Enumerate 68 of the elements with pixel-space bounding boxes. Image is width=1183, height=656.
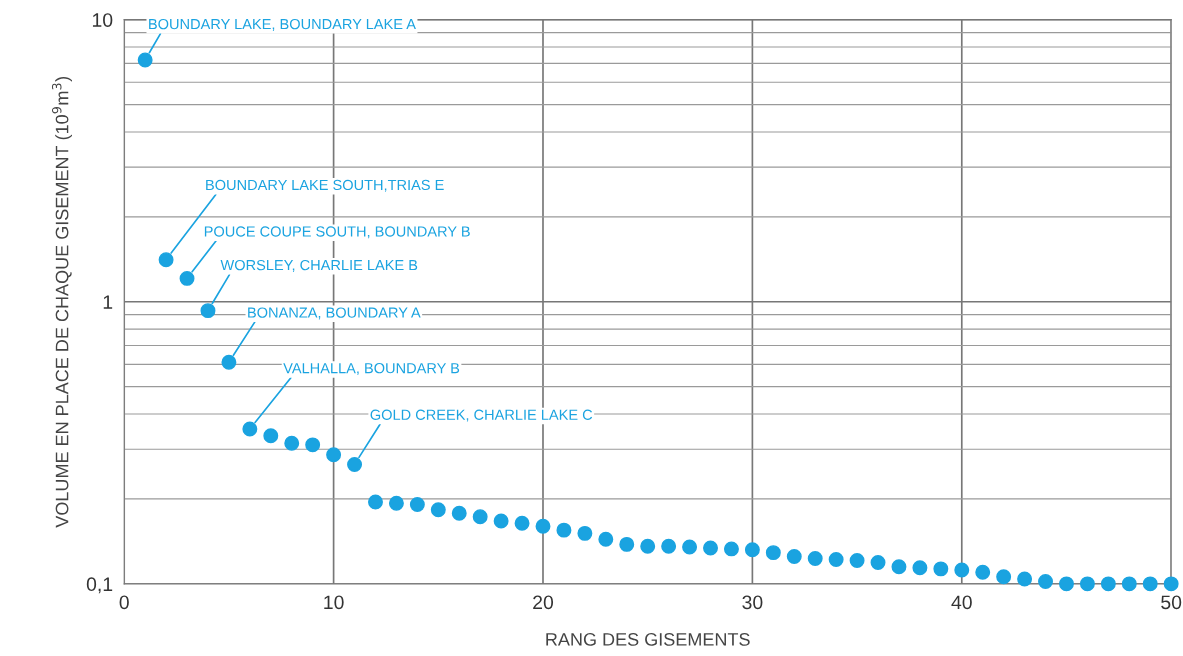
x-tick-label: 40 [951,595,972,610]
annotation: POUCE COUPE SOUTH, BOUNDARY B [204,226,470,239]
y-tick-label: 1 [103,295,113,309]
point [368,494,383,510]
point [619,536,635,552]
point [1163,576,1179,592]
y-tick-label: 0,1 [86,577,113,594]
point [221,354,237,370]
point [200,303,216,319]
point [284,435,300,451]
x-tick-label: 0 [119,595,129,610]
y-tick-label: 10 [92,13,113,27]
point [912,560,928,576]
x-tick-label: 30 [742,595,763,610]
point [1121,576,1137,592]
x-tick-label: 20 [533,595,554,610]
annotation: VALHALLA, BOUNDARY B [283,362,460,376]
point [556,522,572,538]
point [870,555,886,570]
point [158,252,174,268]
point [723,541,739,557]
x-axis-title: RANG DES GISEMENTS [546,633,750,646]
point [326,447,342,463]
point [1017,571,1033,587]
annotation: BONANZA, BOUNDARY A [248,307,421,320]
annotation: WORSLEY, CHARLIE LAKE B [220,259,418,272]
point [514,515,530,531]
point [975,564,991,580]
point [828,552,844,567]
point [996,569,1012,585]
point [347,456,363,472]
point [493,513,509,529]
point [305,437,321,453]
point [451,505,467,521]
x-tick-label: 50 [1161,595,1182,610]
point [1059,576,1074,592]
annotation: BOUNDARY LAKE, BOUNDARY LAKE A [149,18,416,31]
y-axis-title: VOLUME EN PLACE DE CHAQUE GISEMENT (10$^{9}$m$^{3}$) [51,77,72,528]
point [1142,576,1158,592]
point [137,52,153,68]
point [954,562,970,578]
point [1079,576,1095,592]
point [179,270,195,286]
point [891,559,907,575]
point [1038,573,1053,589]
point [1100,576,1116,592]
point [388,495,404,511]
point [535,518,551,534]
point [598,531,614,547]
point [703,540,718,556]
point [682,539,698,555]
annotation: BOUNDARY LAKE SOUTH,TRIAS E [206,179,444,192]
point [765,545,781,561]
x-tick-label: 10 [324,595,344,610]
annotation: GOLD CREEK, CHARLIE LAKE C [370,409,593,422]
point [430,502,446,518]
point [640,538,656,554]
point [744,542,760,558]
point [807,551,823,566]
point [933,561,949,577]
point [577,525,593,541]
point [242,421,258,437]
point [661,538,677,554]
point [409,497,425,513]
point [849,553,865,568]
point [263,428,279,444]
point [786,549,802,564]
point [472,509,488,525]
